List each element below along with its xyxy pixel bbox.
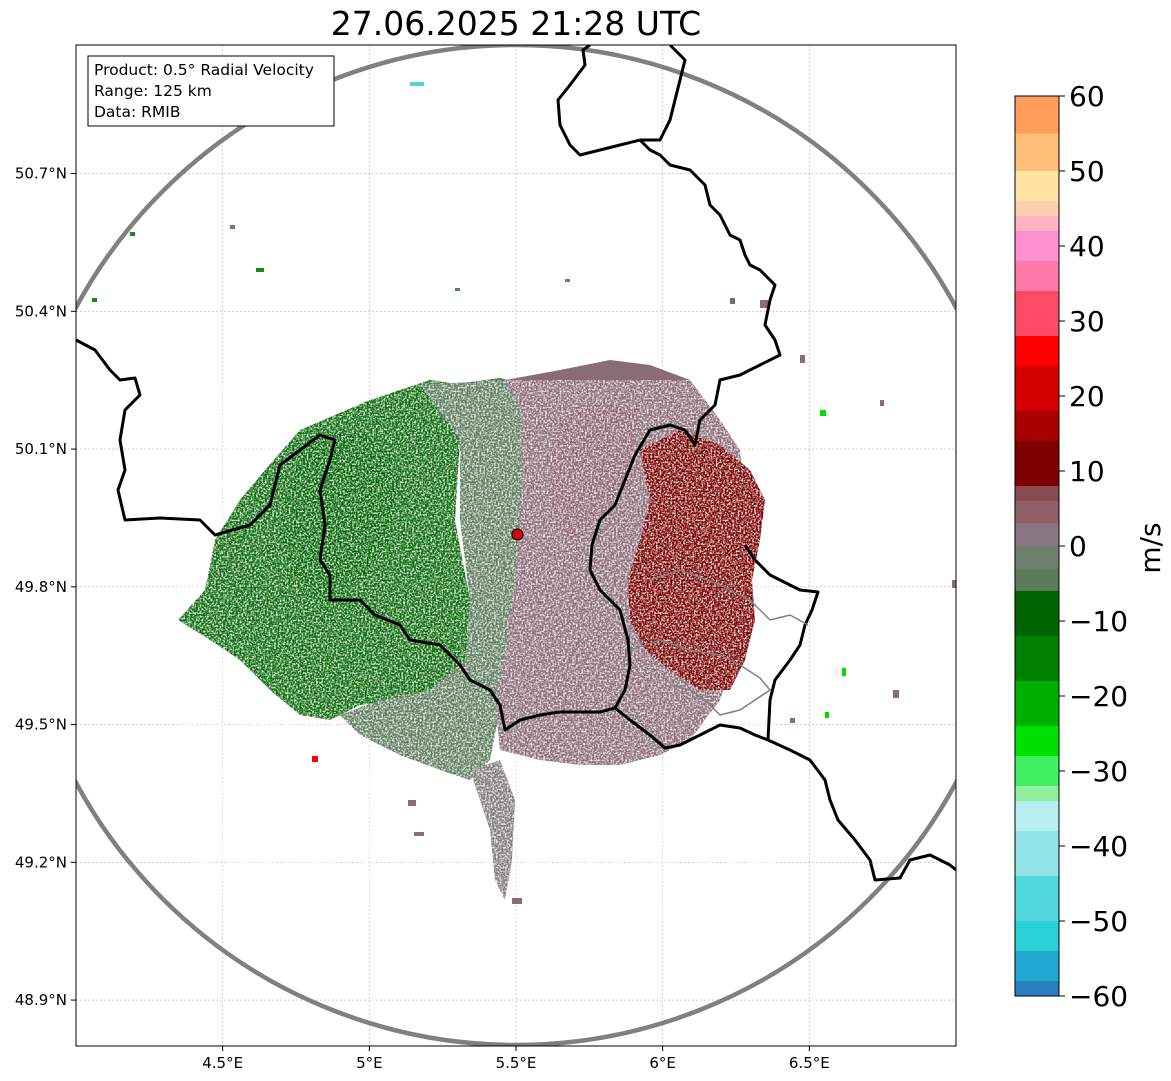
info-data-source: Data: RMIB: [94, 103, 181, 121]
echo-speck: [825, 712, 829, 718]
border-luxembourg-germany-france: [614, 544, 956, 882]
colorbar-band: [1015, 726, 1059, 757]
colorbar-tick-label: −50: [1069, 905, 1128, 938]
echo-speck: [952, 580, 956, 588]
radar-echo-field: [92, 82, 956, 920]
colorbar-band: [1015, 591, 1059, 637]
colorbar-tick-label: −40: [1069, 830, 1128, 863]
colorbar-tick-label: −10: [1069, 605, 1128, 638]
range-ring-125km: [76, 45, 956, 1046]
border-belgium-france-west: [76, 338, 616, 732]
map-title: 27.06.2025 21:28 UTC: [330, 4, 702, 43]
colorbar-band: [1015, 523, 1059, 547]
colorbar-band: [1015, 756, 1059, 787]
colorbar-band: [1015, 801, 1059, 832]
echo-speck: [730, 298, 735, 304]
colorbar-band: [1015, 133, 1059, 172]
border-inner-region: [629, 569, 809, 716]
echo-speck: [408, 800, 416, 806]
colorbar-band: [1015, 441, 1059, 487]
lat-tick-label: 49.2°N: [15, 853, 67, 871]
lon-tick-label: 4.5°E: [202, 1054, 243, 1072]
lon-tick-label: 6°E: [649, 1054, 676, 1072]
echo-speck: [410, 82, 424, 86]
echo-speck: [820, 410, 826, 416]
colorbar-band: [1015, 981, 1059, 997]
echo-speck: [760, 300, 768, 308]
colorbar-band: [1015, 216, 1059, 232]
echo-speckle-texture: [176, 380, 776, 920]
colorbar-band: [1015, 96, 1059, 134]
colorbar-band: [1015, 261, 1059, 292]
echo-speck: [130, 232, 135, 236]
colorbar-band: [1015, 951, 1059, 982]
echo-speck: [842, 668, 846, 676]
colorbar-tick-label: 10: [1069, 455, 1105, 488]
lon-tick-label: 5.5°E: [496, 1054, 537, 1072]
colorbar-band: [1015, 291, 1059, 337]
lat-tick-label: 50.4°N: [15, 302, 67, 320]
info-product: Product: 0.5° Radial Velocity: [94, 61, 314, 79]
border-netherlands-germany-north: [556, 45, 687, 157]
colorbar-band: [1015, 921, 1059, 952]
border-belgium-luxembourg: [588, 138, 782, 709]
colorbar-tick-label: 50: [1069, 155, 1105, 188]
echo-speck: [893, 690, 899, 698]
colorbar-unit-label: m/s: [1134, 522, 1167, 573]
info-box-frame: [87, 55, 335, 127]
colorbar-band: [1015, 501, 1059, 524]
lon-tick-label: 5°E: [356, 1054, 383, 1072]
colorbar-band: [1015, 201, 1059, 217]
colorbar-band: [1015, 486, 1059, 502]
echo-speck: [455, 288, 460, 291]
colorbar-band: [1015, 568, 1059, 592]
colorbar-tick-label: −60: [1069, 980, 1128, 1013]
colorbar-band: [1015, 546, 1059, 569]
colorbar-tick-label: 60: [1069, 80, 1105, 113]
echo-speck: [414, 832, 424, 836]
colorbar-tick-label: 30: [1069, 305, 1105, 338]
lat-tick-label: 50.1°N: [15, 440, 67, 458]
colorbar-band: [1015, 876, 1059, 922]
colorbar-band: [1015, 171, 1059, 202]
lat-tick-label: 49.8°N: [15, 578, 67, 596]
lon-tick-label: 6.5°E: [789, 1054, 830, 1072]
colorbar-band: [1015, 681, 1059, 727]
colorbar-tick-label: −20: [1069, 680, 1128, 713]
info-range: Range: 125 km: [94, 82, 212, 100]
latitude-axis: 50.7°N 50.4°N 50.1°N 49.8°N 49.5°N 49.2°N 48.9…: [15, 165, 76, 1009]
echo-speck: [880, 400, 884, 406]
colorbar-band: [1015, 831, 1059, 877]
echo-speck: [230, 225, 235, 229]
colorbar-band: [1015, 366, 1059, 412]
echo-speck: [92, 298, 97, 302]
colorbar-tick-label: 0: [1069, 530, 1087, 563]
lat-tick-label: 49.5°N: [15, 716, 67, 734]
echo-speck: [256, 268, 264, 272]
colorbar-tick-label: 40: [1069, 230, 1105, 263]
colorbar-band: [1015, 786, 1059, 802]
lat-tick-label: 48.9°N: [15, 991, 67, 1009]
echo-speck: [790, 718, 795, 723]
echo-speck: [800, 355, 805, 363]
country-borders: [76, 45, 956, 882]
info-box: Product: 0.5° Radial Velocity Range: 125…: [87, 55, 335, 127]
lat-tick-label: 50.7°N: [15, 165, 67, 183]
colorbar-band: [1015, 411, 1059, 442]
colorbar-tick-label: 20: [1069, 380, 1105, 413]
radar-site-marker: [511, 528, 524, 541]
echo-speck: [565, 279, 570, 282]
colorbar-band: [1015, 336, 1059, 367]
colorbar-band: [1015, 231, 1059, 262]
colorbar-band: [1015, 636, 1059, 682]
echo-speck: [312, 756, 318, 762]
colorbar-tick-label: −30: [1069, 755, 1128, 788]
longitude-axis: 4.5°E 5°E 5.5°E 6°E 6.5°E: [202, 1046, 830, 1072]
colorbar-ticks: 60 50 40 30 20 10 0 −10 −20 −30 −40 −50 −60: [1059, 80, 1128, 1013]
velocity-colorbar: [1014, 95, 1060, 997]
echo-speck: [512, 898, 522, 904]
